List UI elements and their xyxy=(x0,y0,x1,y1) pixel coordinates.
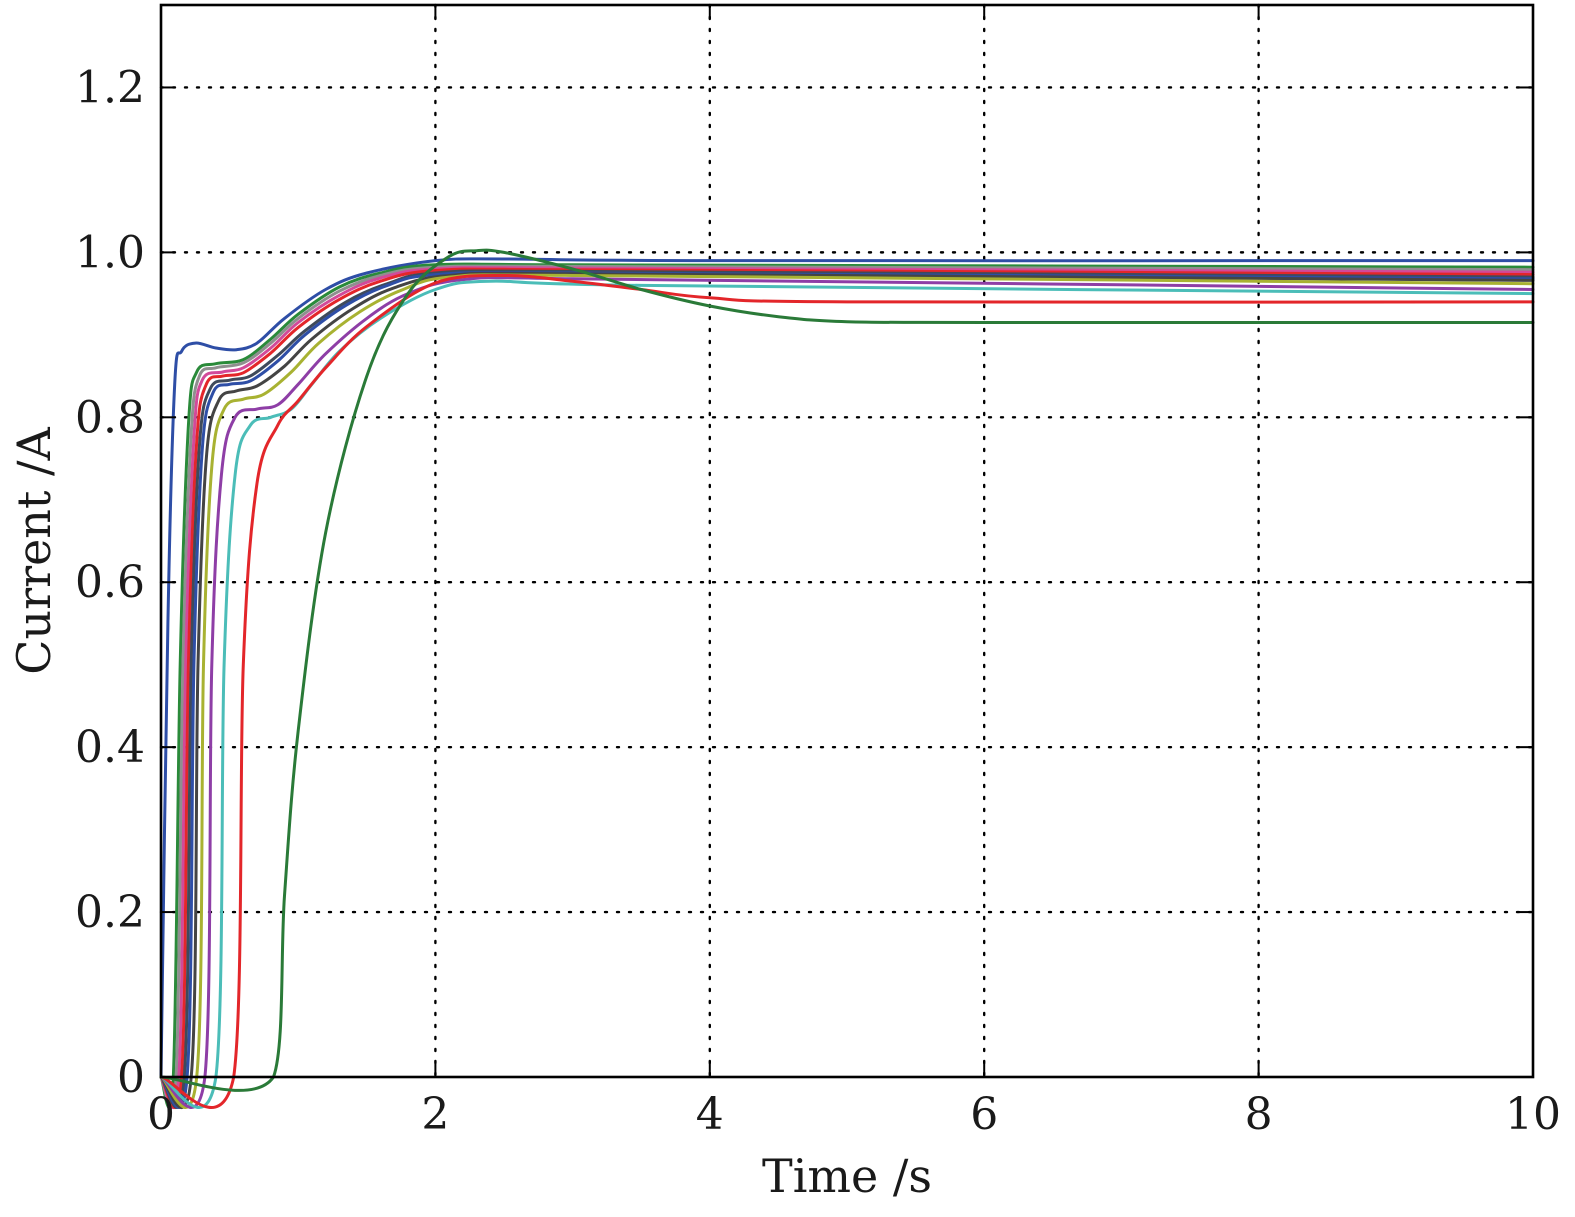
plot-area-frame xyxy=(159,3,1535,1079)
x-tick-label: 4 xyxy=(696,1089,724,1140)
x-tick-label: 2 xyxy=(421,1089,449,1140)
x-tick-label: 6 xyxy=(970,1089,998,1140)
series-line-1 xyxy=(159,257,1535,1079)
series-line-13 xyxy=(159,248,1535,1092)
y-tick-label: 0.8 xyxy=(75,392,145,443)
x-tick-label: 8 xyxy=(1245,1089,1273,1140)
axis-ticks xyxy=(160,5,1534,1078)
y-tick-label: 1.0 xyxy=(75,227,145,278)
series-line-12 xyxy=(159,273,1535,1109)
x-axis-tick-labels: 0 2 4 6 8 10 xyxy=(147,1089,1561,1140)
x-tick-label: 10 xyxy=(1505,1089,1561,1140)
y-tick-label: 1.2 xyxy=(75,62,145,113)
grid xyxy=(159,3,1535,1079)
y-tick-label: 0.4 xyxy=(75,722,145,773)
series-line-6 xyxy=(159,269,1535,1110)
series-line-9 xyxy=(159,273,1535,1109)
series-line-11 xyxy=(159,279,1535,1109)
x-axis-label: Time /s xyxy=(762,1149,932,1203)
series-line-5 xyxy=(159,267,1535,1110)
y-tick-label: 0.6 xyxy=(75,557,145,608)
series-line-10 xyxy=(159,276,1535,1109)
series-line-2 xyxy=(159,262,1535,1110)
series-lines xyxy=(159,248,1535,1110)
y-tick-label: 0 xyxy=(117,1052,145,1103)
x-tick-label: 0 xyxy=(147,1089,175,1140)
series-line-7 xyxy=(159,271,1535,1110)
series-line-8 xyxy=(159,271,1535,1109)
y-axis-tick-labels: 0 0.2 0.4 0.6 0.8 1.0 1.2 xyxy=(75,62,145,1103)
y-tick-label: 0.2 xyxy=(75,887,145,938)
series-line-3 xyxy=(159,264,1535,1110)
y-axis-label: Current /A xyxy=(7,426,61,674)
series-line-4 xyxy=(159,266,1535,1110)
